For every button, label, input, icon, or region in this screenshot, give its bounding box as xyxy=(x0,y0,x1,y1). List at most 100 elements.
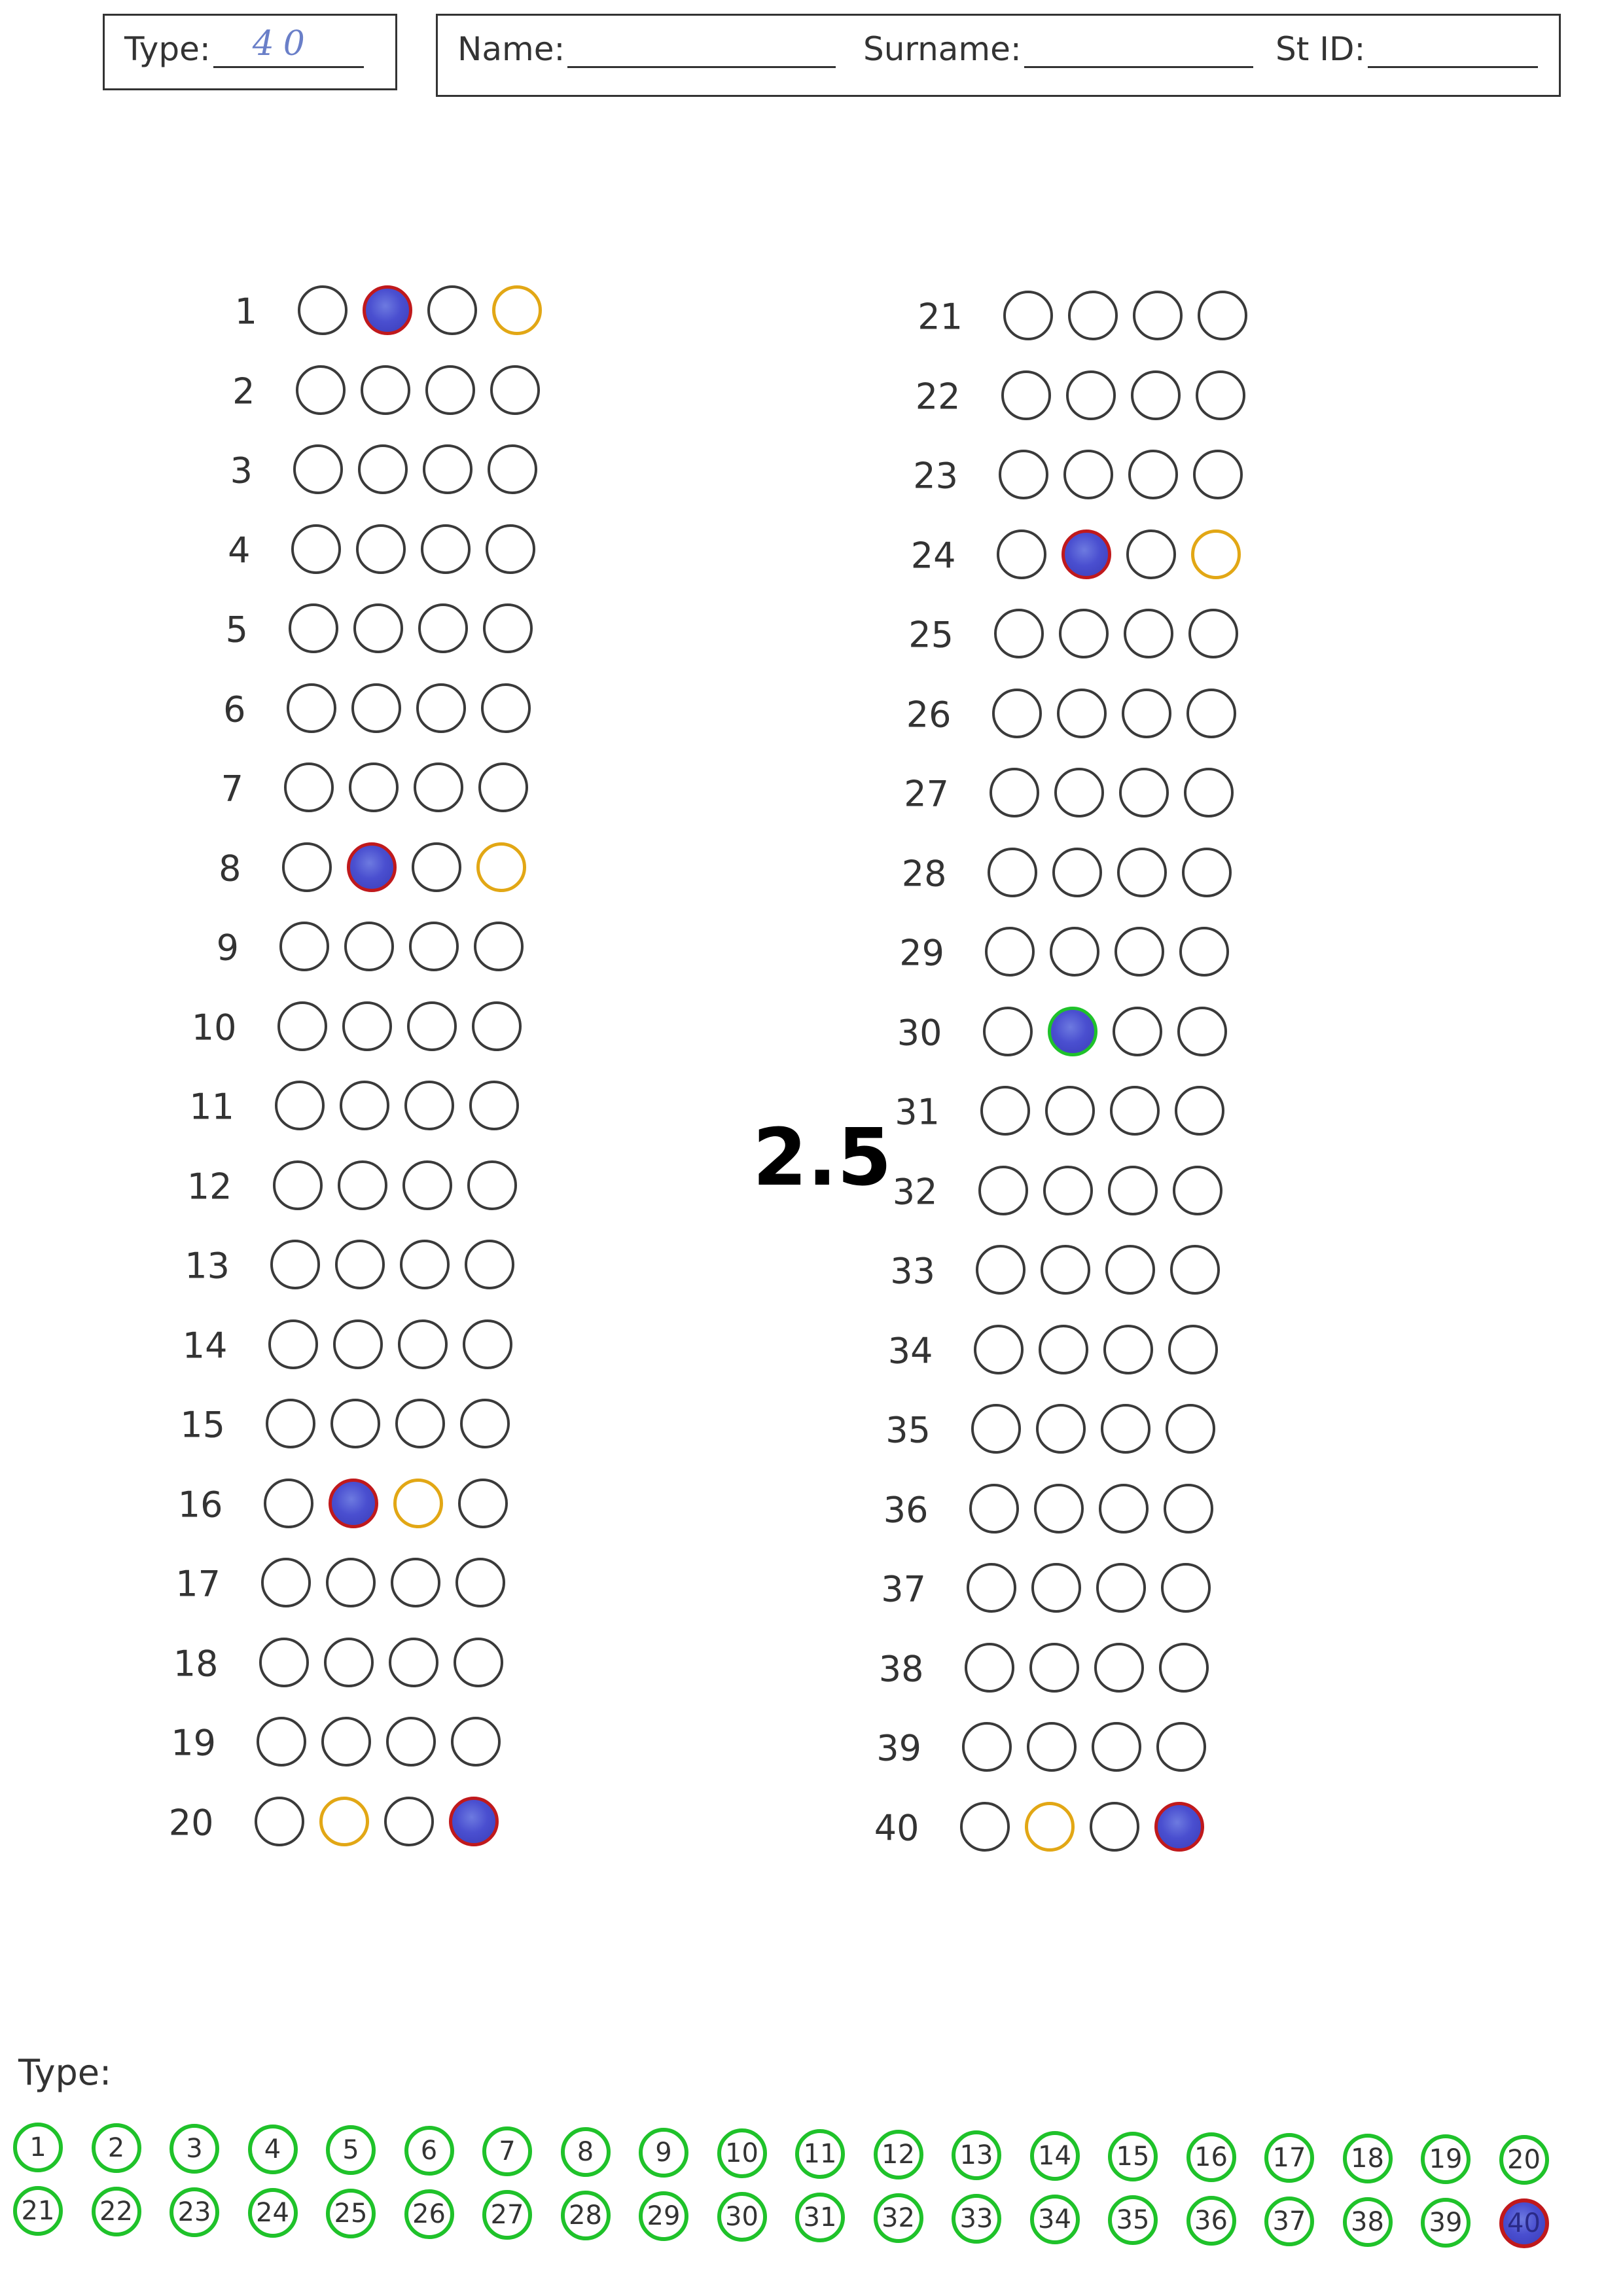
answer-bubble-21-4[interactable] xyxy=(1198,291,1247,340)
answer-bubble-29-1[interactable] xyxy=(985,927,1035,977)
answer-bubble-19-2[interactable] xyxy=(321,1717,371,1767)
answer-bubble-38-2[interactable] xyxy=(1029,1642,1079,1693)
answer-bubble-10-3[interactable] xyxy=(406,1001,457,1051)
answer-bubble-33-2[interactable] xyxy=(1041,1245,1090,1295)
answer-bubble-6-3[interactable] xyxy=(416,683,466,733)
type-option-8[interactable]: 8 xyxy=(560,2127,611,2177)
answer-bubble-22-1[interactable] xyxy=(1001,370,1051,420)
answer-bubble-29-3[interactable] xyxy=(1115,927,1164,977)
type-option-36[interactable]: 36 xyxy=(1186,2196,1236,2246)
type-option-11[interactable]: 11 xyxy=(795,2129,845,2179)
answer-bubble-2-4[interactable] xyxy=(490,365,540,415)
answer-bubble-34-4[interactable] xyxy=(1168,1324,1218,1374)
answer-bubble-20-4[interactable] xyxy=(448,1796,499,1846)
answer-bubble-39-3[interactable] xyxy=(1092,1722,1141,1772)
type-option-2[interactable]: 2 xyxy=(91,2123,141,2173)
type-option-33[interactable]: 33 xyxy=(952,2194,1001,2244)
answer-bubble-7-2[interactable] xyxy=(349,762,399,812)
answer-bubble-8-1[interactable] xyxy=(281,842,332,892)
answer-bubble-5-3[interactable] xyxy=(418,603,468,653)
answer-bubble-6-1[interactable] xyxy=(286,683,336,733)
answer-bubble-39-1[interactable] xyxy=(962,1722,1012,1772)
answer-bubble-1-2[interactable] xyxy=(363,285,412,335)
answer-bubble-31-4[interactable] xyxy=(1175,1086,1224,1136)
answer-bubble-9-1[interactable] xyxy=(279,922,329,971)
answer-bubble-17-1[interactable] xyxy=(261,1558,311,1607)
answer-bubble-10-4[interactable] xyxy=(471,1001,522,1051)
answer-bubble-16-3[interactable] xyxy=(393,1478,443,1528)
answer-bubble-21-1[interactable] xyxy=(1003,291,1053,340)
answer-bubble-13-1[interactable] xyxy=(270,1240,320,1289)
answer-bubble-28-3[interactable] xyxy=(1116,847,1167,897)
answer-bubble-14-3[interactable] xyxy=(397,1319,448,1369)
answer-bubble-24-3[interactable] xyxy=(1126,529,1176,579)
type-option-39[interactable]: 39 xyxy=(1421,2198,1471,2248)
answer-bubble-39-2[interactable] xyxy=(1027,1722,1077,1772)
answer-bubble-40-2[interactable] xyxy=(1024,1801,1075,1852)
answer-bubble-33-4[interactable] xyxy=(1170,1245,1220,1295)
answer-bubble-1-1[interactable] xyxy=(298,285,348,335)
answer-bubble-23-2[interactable] xyxy=(1063,450,1113,499)
type-option-5[interactable]: 5 xyxy=(326,2125,376,2175)
answer-bubble-23-4[interactable] xyxy=(1193,450,1243,499)
answer-bubble-32-4[interactable] xyxy=(1172,1165,1222,1215)
type-option-22[interactable]: 22 xyxy=(91,2187,141,2236)
answer-bubble-21-3[interactable] xyxy=(1133,291,1183,340)
answer-bubble-11-3[interactable] xyxy=(404,1081,454,1130)
type-option-35[interactable]: 35 xyxy=(1108,2195,1158,2245)
answer-bubble-31-1[interactable] xyxy=(980,1086,1030,1136)
answer-bubble-31-2[interactable] xyxy=(1045,1086,1095,1136)
answer-bubble-35-3[interactable] xyxy=(1101,1404,1150,1454)
answer-bubble-35-1[interactable] xyxy=(971,1404,1021,1454)
answer-bubble-36-3[interactable] xyxy=(1098,1483,1149,1534)
type-option-17[interactable]: 17 xyxy=(1264,2133,1314,2183)
answer-bubble-2-1[interactable] xyxy=(295,365,346,415)
answer-bubble-37-4[interactable] xyxy=(1161,1563,1211,1613)
answer-bubble-36-1[interactable] xyxy=(969,1483,1019,1534)
answer-bubble-5-1[interactable] xyxy=(289,603,338,653)
answer-bubble-24-4[interactable] xyxy=(1190,529,1241,579)
type-option-21[interactable]: 21 xyxy=(13,2186,63,2236)
answer-bubble-27-1[interactable] xyxy=(990,768,1039,817)
answer-bubble-40-1[interactable] xyxy=(959,1801,1010,1852)
answer-bubble-28-2[interactable] xyxy=(1052,847,1102,897)
answer-bubble-17-4[interactable] xyxy=(455,1558,505,1607)
answer-bubble-27-3[interactable] xyxy=(1119,768,1169,817)
type-option-24[interactable]: 24 xyxy=(247,2188,298,2238)
answer-bubble-12-3[interactable] xyxy=(402,1160,452,1210)
answer-bubble-11-2[interactable] xyxy=(340,1081,389,1130)
answer-bubble-12-1[interactable] xyxy=(272,1160,323,1210)
answer-bubble-1-3[interactable] xyxy=(427,285,477,335)
answer-bubble-34-1[interactable] xyxy=(973,1324,1024,1374)
type-option-6[interactable]: 6 xyxy=(404,2126,454,2176)
answer-bubble-5-4[interactable] xyxy=(483,603,533,653)
answer-bubble-11-1[interactable] xyxy=(275,1081,325,1130)
answer-bubble-11-4[interactable] xyxy=(469,1081,519,1130)
type-input[interactable]: 40 xyxy=(213,24,364,68)
answer-bubble-35-2[interactable] xyxy=(1036,1404,1086,1454)
answer-bubble-38-3[interactable] xyxy=(1094,1642,1144,1693)
answer-bubble-31-3[interactable] xyxy=(1110,1086,1160,1136)
answer-bubble-34-2[interactable] xyxy=(1038,1324,1088,1374)
type-option-31[interactable]: 31 xyxy=(795,2193,845,2242)
answer-bubble-24-2[interactable] xyxy=(1061,529,1111,579)
answer-bubble-3-1[interactable] xyxy=(293,444,343,494)
answer-bubble-23-1[interactable] xyxy=(999,450,1048,499)
answer-bubble-4-3[interactable] xyxy=(420,524,471,574)
answer-bubble-28-1[interactable] xyxy=(987,847,1037,897)
type-option-16[interactable]: 16 xyxy=(1186,2132,1236,2182)
type-option-4[interactable]: 4 xyxy=(247,2125,298,2174)
answer-bubble-7-3[interactable] xyxy=(414,762,463,812)
answer-bubble-29-2[interactable] xyxy=(1050,927,1099,977)
answer-bubble-25-2[interactable] xyxy=(1059,609,1109,658)
answer-bubble-22-2[interactable] xyxy=(1065,370,1116,420)
answer-bubble-2-3[interactable] xyxy=(425,365,475,415)
answer-bubble-27-4[interactable] xyxy=(1184,768,1234,817)
answer-bubble-32-2[interactable] xyxy=(1043,1165,1093,1215)
answer-bubble-17-2[interactable] xyxy=(326,1558,376,1607)
type-option-25[interactable]: 25 xyxy=(326,2189,376,2238)
answer-bubble-5-2[interactable] xyxy=(353,603,403,653)
answer-bubble-38-1[interactable] xyxy=(964,1642,1014,1693)
answer-bubble-14-1[interactable] xyxy=(268,1319,318,1369)
answer-bubble-2-2[interactable] xyxy=(360,365,410,415)
